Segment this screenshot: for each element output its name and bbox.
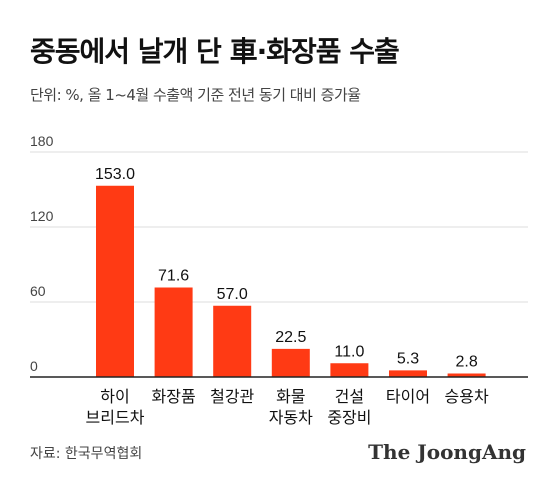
x-category-label: 철강관 xyxy=(210,387,254,406)
x-category-label: 자동차 xyxy=(269,408,313,427)
data-label: 5.3 xyxy=(397,350,419,367)
x-category-label: 화물 xyxy=(276,387,305,406)
bar xyxy=(154,287,193,377)
x-category-label: 브리드차 xyxy=(86,408,145,427)
x-category-label: 건설 xyxy=(335,387,364,406)
chart-subtitle: 단위: %, 올 1~4월 수출액 기준 전년 동기 대비 증가율 xyxy=(30,86,361,104)
x-category-label: 화장품 xyxy=(152,387,196,406)
y-tick-label: 120 xyxy=(30,208,54,224)
x-category-label: 하이 xyxy=(100,387,129,406)
bar xyxy=(96,185,134,377)
chart-title: 중동에서 날개 단 車·화장품 수출 xyxy=(30,35,400,68)
data-label: 57.0 xyxy=(217,286,248,303)
y-tick-label: 60 xyxy=(30,283,46,299)
x-category-label: 승용차 xyxy=(445,387,489,406)
data-label: 153.0 xyxy=(95,166,135,183)
x-category-label: 타이어 xyxy=(386,387,430,406)
bar xyxy=(389,370,427,377)
bar xyxy=(330,363,369,377)
y-tick-label: 0 xyxy=(30,358,38,374)
data-label: 71.6 xyxy=(158,268,189,285)
bar xyxy=(213,305,252,377)
brand-logo: The JoongAng xyxy=(368,440,526,464)
data-label: 2.8 xyxy=(455,354,477,371)
source-note: 자료: 한국무역협회 xyxy=(30,446,143,462)
bar xyxy=(271,348,310,377)
y-tick-label: 180 xyxy=(30,133,54,149)
data-label: 11.0 xyxy=(334,343,364,360)
bar xyxy=(447,373,486,377)
data-label: 22.5 xyxy=(275,329,306,346)
x-category-label: 중장비 xyxy=(327,408,371,427)
